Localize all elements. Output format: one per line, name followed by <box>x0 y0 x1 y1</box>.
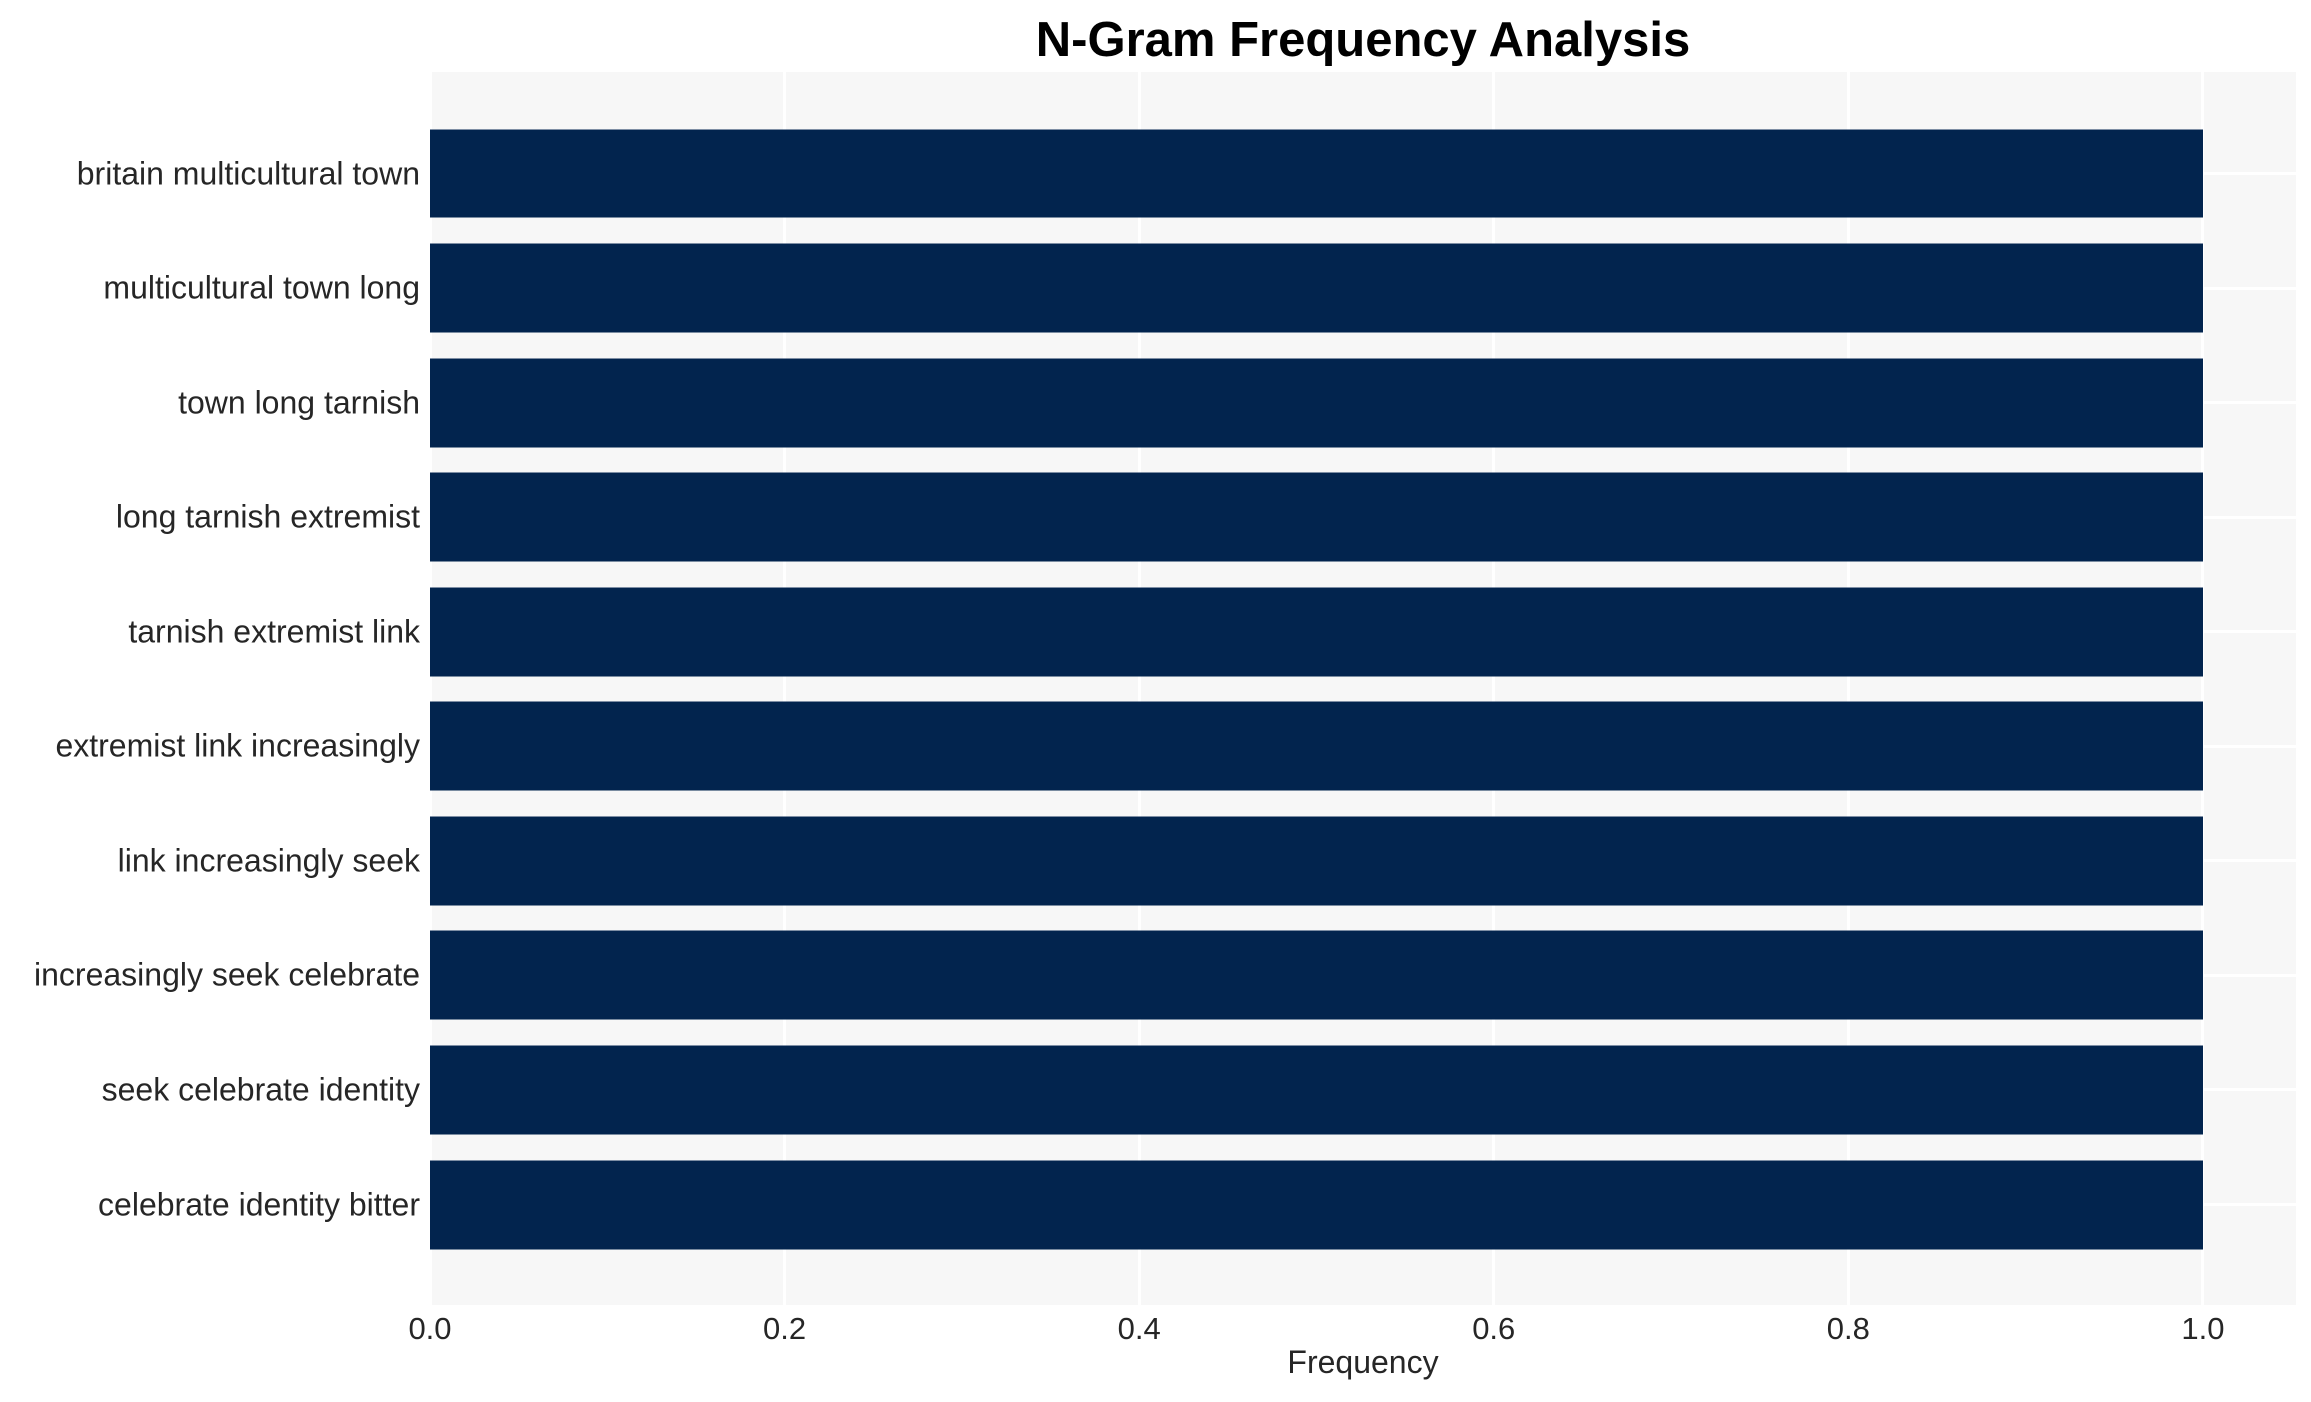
frequency-bar <box>430 243 2203 333</box>
frequency-bar <box>430 930 2203 1020</box>
x-gridline <box>2201 72 2205 1305</box>
frequency-bar <box>430 129 2203 218</box>
frequency-bar <box>430 472 2203 562</box>
category-label: extremist link increasingly <box>55 727 420 764</box>
frequency-bar <box>430 587 2203 677</box>
x-tick-label: 1.0 <box>2181 1311 2225 1346</box>
x-tick-label: 0.0 <box>408 1311 452 1346</box>
plot-area <box>428 72 2296 1305</box>
category-label: long tarnish extremist <box>115 498 420 535</box>
y-axis-labels: britain multicultural town multicultural … <box>0 72 420 1305</box>
x-tick-label: 0.4 <box>1117 1311 1161 1346</box>
frequency-bar <box>430 358 2203 448</box>
x-gridline <box>783 72 787 1305</box>
frequency-bar <box>430 701 2203 791</box>
x-tick-label: 0.2 <box>763 1311 807 1346</box>
category-label: seek celebrate identity <box>101 1071 420 1108</box>
category-label: link increasingly seek <box>117 842 420 879</box>
x-tick-label: 0.8 <box>1826 1311 1870 1346</box>
chart-title: N-Gram Frequency Analysis <box>1035 13 1691 67</box>
x-gridline <box>1492 72 1496 1305</box>
category-label: britain multicultural town <box>76 155 420 191</box>
x-axis-label: Frequency <box>1287 1344 1439 1380</box>
x-gridline <box>1137 72 1141 1305</box>
category-label: multicultural town long <box>103 269 420 306</box>
frequency-bar <box>430 1045 2203 1135</box>
x-gridline <box>428 72 432 1305</box>
frequency-bar <box>430 816 2203 906</box>
category-label: town long tarnish <box>178 384 420 421</box>
x-gridline <box>1846 72 1850 1305</box>
x-axis-ticks: 0.0 0.2 0.4 0.6 0.8 1.0 <box>408 1307 2296 1347</box>
frequency-bar <box>430 1160 2203 1250</box>
category-label: tarnish extremist link <box>128 613 420 650</box>
x-tick-label: 0.6 <box>1472 1311 1516 1346</box>
category-label: celebrate identity bitter <box>98 1186 420 1223</box>
category-label: increasingly seek celebrate <box>34 956 420 993</box>
